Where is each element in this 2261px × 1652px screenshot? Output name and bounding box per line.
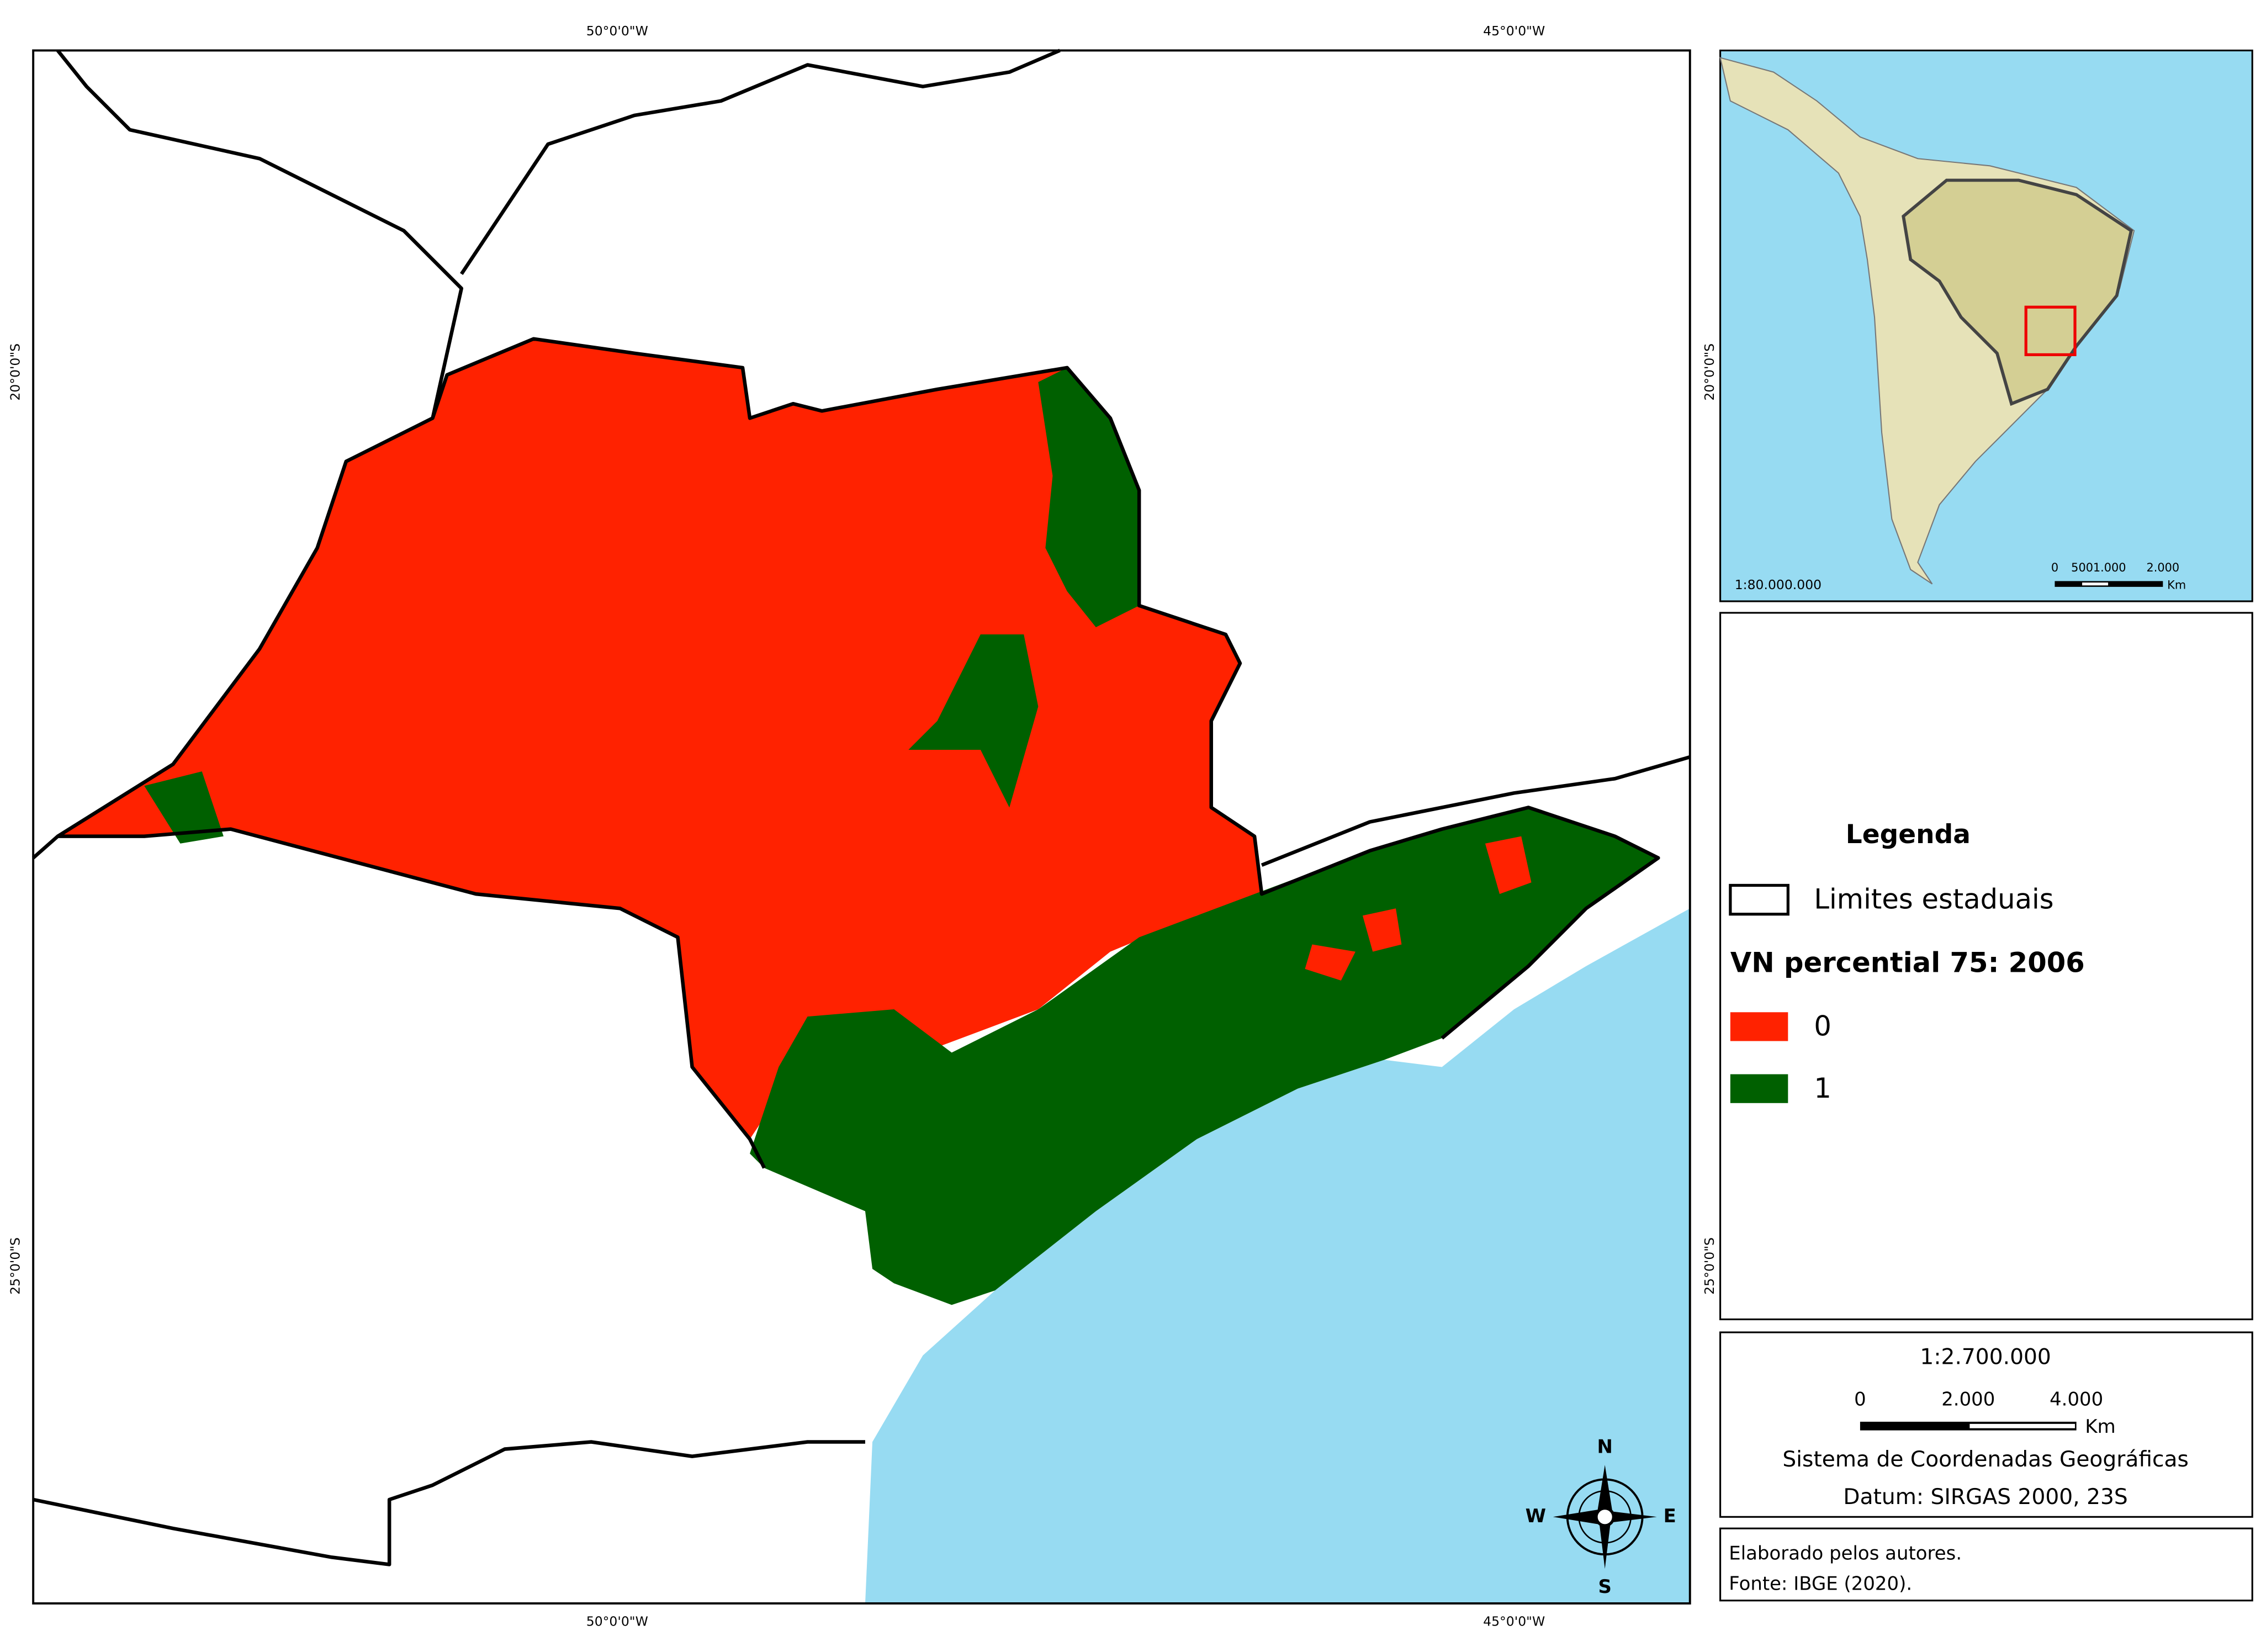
scale-text: 1:2.700.000 — [1920, 1345, 2051, 1370]
inset-scale-tick: 0 — [2051, 561, 2058, 574]
compass-label: E — [1664, 1505, 1676, 1527]
compass: N E S W — [1526, 1436, 1676, 1597]
scale-tick: 0 — [1854, 1388, 1866, 1410]
legend-swatch — [1730, 1074, 1788, 1103]
inset-scale-tick: 1.000 — [2093, 561, 2126, 574]
lon-label: 50°0'0"W — [586, 23, 648, 39]
crs-text: Sistema de Coordenadas Geográficas — [1782, 1447, 2189, 1472]
legend-label: 0 — [1814, 1010, 1831, 1042]
credits-box — [1719, 1527, 2253, 1602]
ocean — [865, 908, 1690, 1603]
class-0-region — [1305, 944, 1355, 981]
scale-unit: Km — [2085, 1416, 2115, 1438]
lat-label: 20°0'0"S — [1702, 343, 1717, 401]
inset-scale-tick: 500 — [2071, 561, 2093, 574]
lon-label: 45°0'0"W — [1483, 23, 1545, 39]
legend-boundary-swatch — [1729, 883, 1789, 916]
legend-swatch — [1730, 1012, 1788, 1041]
legend-label: 1 — [1814, 1072, 1831, 1104]
lon-label: 50°0'0"W — [586, 1613, 648, 1629]
legend-title: Legenda — [1846, 819, 1971, 850]
scalebar — [1969, 1423, 2075, 1428]
compass-label: W — [1526, 1505, 1546, 1527]
credit-text: Fonte: IBGE (2020). — [1729, 1573, 1912, 1595]
class-0-region — [57, 338, 1262, 1140]
class-1-region — [908, 634, 1039, 808]
legend-box — [1719, 612, 2253, 1321]
class-1-region — [1038, 367, 1140, 628]
map-frame — [32, 49, 1691, 1605]
lat-label: 20°0'0"S — [7, 343, 23, 401]
inset-locator — [2024, 305, 2077, 357]
class-0-region — [1485, 836, 1532, 894]
legend-label: Limites estaduais — [1814, 883, 2053, 915]
compass-label: N — [1597, 1436, 1612, 1458]
lat-label: 25°0'0"S — [1702, 1237, 1717, 1295]
scalebar — [1860, 1421, 2077, 1431]
class-0-region — [1362, 908, 1402, 952]
inset-scale: 1:80.000.000 — [1735, 577, 1821, 592]
inset-scale-unit: Km — [2167, 578, 2186, 591]
class-1-region — [750, 807, 1659, 1305]
datum-text: Datum: SIRGAS 2000, 23S — [1843, 1485, 2127, 1510]
compass-label: S — [1598, 1576, 1611, 1598]
inset-scalebar — [2055, 581, 2163, 587]
scale-tick: 4.000 — [2050, 1388, 2103, 1410]
inset-scalebar — [2082, 583, 2109, 586]
lon-label: 45°0'0"W — [1483, 1613, 1545, 1629]
state-boundaries — [31, 49, 1691, 1566]
class-1-region — [144, 771, 224, 844]
scale-tick: 2.000 — [1941, 1388, 1995, 1410]
legend-variable: VN percential 75: 2006 — [1730, 947, 2085, 979]
credit-text: Elaborado pelos autores. — [1729, 1543, 1962, 1565]
lat-label: 25°0'0"S — [7, 1237, 23, 1295]
inset-scale-tick: 2.000 — [2146, 561, 2179, 574]
